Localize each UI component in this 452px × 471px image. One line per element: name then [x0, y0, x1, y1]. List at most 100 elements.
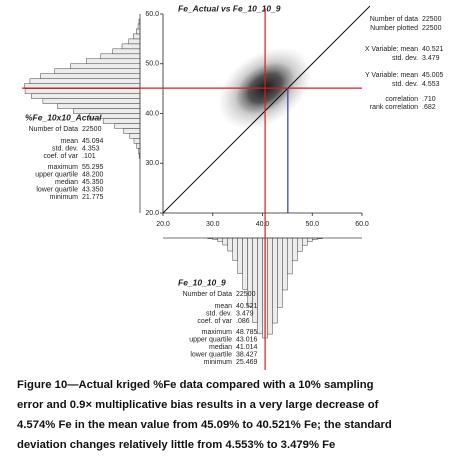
stats-label: mean: [214, 303, 232, 310]
stats-label: coef. of var: [43, 153, 78, 160]
x-histogram-bar: [232, 237, 238, 261]
stats-label: upper quartile: [189, 336, 232, 343]
stats-label: minimum: [204, 359, 233, 366]
stats-label: Number of Data: [29, 126, 79, 133]
y-tick-label: 50.0: [145, 61, 159, 68]
stats-label: minimum: [50, 194, 79, 201]
summary-value: 40.521: [422, 46, 444, 53]
stats-label: mean: [60, 138, 78, 145]
summary-label: Number plotted: [370, 25, 418, 32]
stats-value: 25.469: [236, 359, 258, 366]
x-histogram-bar: [217, 237, 223, 242]
y-histogram-bar: [112, 48, 141, 55]
caption-line: error and 0.9× multiplicative bias resul…: [17, 399, 379, 411]
caption-line: Figure 10—Actual kriged %Fe data compare…: [17, 379, 374, 391]
y-histogram-bar: [54, 68, 141, 74]
stats-value: 45.350: [82, 179, 104, 186]
summary-label: Y Variable: mean: [365, 72, 418, 79]
stats-label: Number of Data: [183, 291, 233, 298]
summary-label: Number of data: [370, 16, 418, 23]
stats-value: 22500: [82, 126, 102, 133]
summary-value: 22500: [422, 25, 442, 32]
stats-label: lower quartile: [36, 186, 78, 193]
stats-label: std. dev.: [52, 145, 78, 152]
summary-value: .682: [422, 104, 436, 111]
x-tick-label: 60.0: [355, 221, 369, 228]
y-tick-label: 40.0: [145, 110, 159, 117]
y-histogram-bar: [129, 133, 141, 139]
summary-value: 3.479: [422, 55, 440, 62]
stats-label: upper quartile: [35, 171, 78, 178]
stats-value: 45.094: [82, 138, 104, 145]
stats-label: maximum: [48, 164, 79, 171]
x-tick-label: 40.0: [256, 221, 270, 228]
x-histogram-bar: [257, 237, 263, 335]
x-histogram-bar: [272, 237, 278, 324]
stats-title: Fe_10_10_9: [178, 277, 226, 287]
summary-label: std. dev.: [392, 55, 418, 62]
stats-value: 21.775: [82, 194, 104, 201]
stats-value: 22500: [236, 291, 256, 298]
y-tick-label: 60.0: [145, 11, 159, 18]
y-histogram-bar: [42, 98, 141, 104]
x-histogram-bar: [222, 237, 228, 246]
x-histogram-bar: [307, 237, 313, 242]
stats-value: 40.521: [236, 303, 258, 310]
y-histogram-bar: [136, 28, 141, 35]
caption-line: 4.574% Fe in the mean value from 45.09% …: [17, 419, 392, 431]
y-histogram-bar: [133, 33, 141, 40]
x-histogram-bar: [292, 237, 298, 262]
stats-value: 55.295: [82, 164, 104, 171]
x-tick-label: 30.0: [206, 221, 220, 228]
stats-value: .086: [236, 318, 250, 325]
x-histogram-bar: [297, 237, 303, 252]
x-histogram-bar: [282, 237, 288, 291]
stats-value: 48.200: [82, 171, 104, 178]
stats-value: 41.014: [236, 344, 258, 351]
stats-value: .101: [82, 153, 96, 160]
stats-label: maximum: [202, 329, 233, 336]
stats-title: %Fe_10x10_Actual: [25, 112, 102, 122]
x-tick-label: 50.0: [305, 221, 319, 228]
y-histogram-bar: [102, 118, 141, 124]
summary-label: rank correlation: [370, 104, 418, 111]
stats-label: coef. of var: [197, 318, 232, 325]
x-histogram-bar: [302, 237, 308, 246]
summary-value: 22500: [422, 16, 442, 23]
stats-value: 48.785: [236, 329, 258, 336]
caption: Figure 10—Actual kriged %Fe data compare…: [17, 379, 392, 451]
y-histogram-bar: [31, 93, 141, 99]
y-histogram-bar: [123, 128, 141, 134]
x-histogram-bar: [267, 237, 273, 335]
x-histogram-bar: [237, 237, 243, 274]
y-histogram-bar: [40, 73, 141, 79]
x-tick-label: 20.0: [156, 221, 170, 228]
stats-label: std. dev.: [206, 310, 232, 317]
summary-label: std. dev.: [392, 81, 418, 88]
stats-label: lower quartile: [190, 351, 232, 358]
stats-value: 4.353: [82, 145, 100, 152]
y-histogram-bar: [133, 138, 141, 144]
y-tick-label: 20.0: [145, 210, 159, 217]
one-to-one-line: [162, 5, 371, 214]
stats-label: median: [55, 179, 78, 186]
caption-line: deviation changes relatively little from…: [17, 439, 335, 451]
summary-label: correlation: [385, 96, 418, 103]
x-histogram-bar: [287, 237, 293, 275]
chart-title: Fe_Actual vs Fe_10_10_9: [178, 3, 281, 13]
stats-value: 43.016: [236, 336, 258, 343]
y-histogram-bar: [57, 103, 141, 109]
y-histogram-bar: [121, 43, 141, 50]
stats-value: 43.350: [82, 186, 104, 193]
y-histogram-bar: [114, 123, 141, 129]
y-histogram-bar: [24, 88, 141, 94]
y-histogram-bar: [29, 78, 141, 84]
summary-value: 45.005: [422, 72, 444, 79]
y-histogram-bar: [86, 58, 141, 65]
y-histogram-bar: [136, 143, 141, 149]
stats-value: 3.479: [236, 310, 254, 317]
y-tick-label: 30.0: [145, 160, 159, 167]
x-histogram-bar: [227, 237, 233, 252]
summary-label: X Variable: mean: [365, 46, 418, 53]
